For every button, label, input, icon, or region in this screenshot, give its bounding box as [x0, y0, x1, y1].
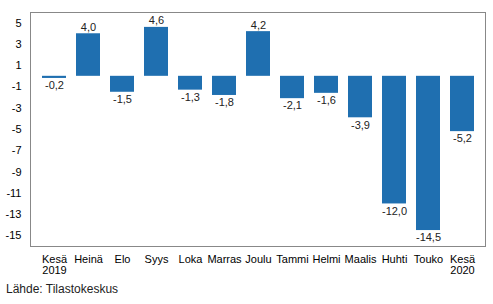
svg-text:-0,2: -0,2 — [45, 79, 64, 91]
svg-text:1: 1 — [15, 59, 21, 71]
svg-text:Joulu: Joulu — [245, 253, 271, 265]
svg-text:Huhti: Huhti — [382, 253, 408, 265]
svg-text:-1,6: -1,6 — [317, 94, 336, 106]
svg-text:-14,5: -14,5 — [416, 231, 441, 243]
svg-text:-13: -13 — [6, 208, 22, 220]
svg-text:-1,5: -1,5 — [113, 93, 132, 105]
svg-text:Syys: Syys — [145, 253, 169, 265]
svg-text:Touko: Touko — [414, 253, 443, 265]
svg-text:4,6: 4,6 — [149, 14, 164, 26]
svg-text:-7: -7 — [12, 144, 22, 156]
svg-text:-1: -1 — [12, 80, 22, 92]
svg-text:-12,0: -12,0 — [382, 205, 407, 217]
svg-text:-1,3: -1,3 — [181, 91, 200, 103]
svg-text:-3: -3 — [12, 102, 22, 114]
svg-text:Loka: Loka — [179, 253, 204, 265]
svg-text:-3,9: -3,9 — [351, 119, 370, 131]
svg-text:Marras: Marras — [207, 253, 242, 265]
svg-text:3: 3 — [15, 38, 21, 50]
svg-text:4,2: 4,2 — [251, 19, 266, 31]
html-text:Lähde: Tilastokeskus: Lähde: Tilastokeskus — [6, 282, 119, 296]
svg-text:Elo: Elo — [115, 253, 131, 265]
svg-text:-5,2: -5,2 — [453, 132, 472, 144]
svg-text:Kesä2019: Kesä2019 — [42, 253, 68, 276]
svg-text:-1,8: -1,8 — [215, 96, 234, 108]
svg-text:-2,1: -2,1 — [283, 99, 302, 111]
svg-text:Maalis: Maalis — [345, 253, 377, 265]
svg-text:Heinä: Heinä — [74, 253, 104, 265]
svg-text:Tammi: Tammi — [276, 253, 308, 265]
svg-text:Helmi: Helmi — [312, 253, 340, 265]
svg-text:Kesä2020: Kesä2020 — [450, 253, 476, 276]
svg-text:-11: -11 — [6, 187, 21, 199]
svg-text:4,0: 4,0 — [81, 21, 96, 33]
svg-text:-9: -9 — [12, 166, 22, 178]
svg-text:-5: -5 — [12, 123, 22, 135]
svg-text:5: 5 — [15, 17, 21, 29]
svg-text:-15: -15 — [6, 229, 22, 241]
